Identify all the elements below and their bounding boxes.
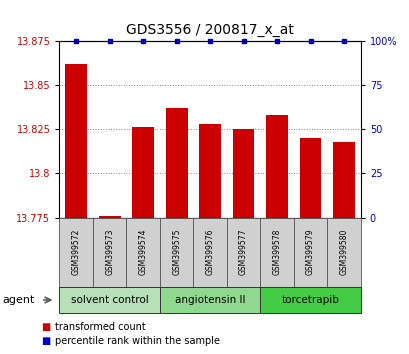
Text: solvent control: solvent control	[71, 295, 148, 305]
Bar	[299, 138, 321, 218]
Bar	[232, 129, 254, 218]
Bar	[199, 124, 220, 218]
Title: GDS3556 / 200817_x_at: GDS3556 / 200817_x_at	[126, 23, 293, 37]
Text: torcetrapib: torcetrapib	[281, 295, 339, 305]
Text: angiotensin II: angiotensin II	[175, 295, 245, 305]
Bar	[99, 216, 120, 218]
Text: agent: agent	[2, 295, 34, 305]
Bar	[265, 115, 287, 218]
Text: GSM399576: GSM399576	[205, 229, 214, 275]
Text: GSM399575: GSM399575	[172, 229, 181, 275]
Text: GSM399580: GSM399580	[339, 229, 348, 275]
Bar	[65, 64, 87, 218]
Text: GSM399577: GSM399577	[238, 229, 247, 275]
Bar	[132, 127, 154, 218]
Text: GSM399573: GSM399573	[105, 229, 114, 275]
Text: percentile rank within the sample: percentile rank within the sample	[55, 336, 220, 346]
Text: GSM399578: GSM399578	[272, 229, 281, 275]
Text: GSM399574: GSM399574	[138, 229, 147, 275]
Text: GSM399579: GSM399579	[306, 229, 314, 275]
Text: ■: ■	[41, 336, 50, 346]
Bar	[165, 108, 187, 218]
Text: GSM399572: GSM399572	[72, 229, 81, 275]
Bar	[333, 142, 354, 218]
Text: ■: ■	[41, 322, 50, 332]
Text: transformed count: transformed count	[55, 322, 146, 332]
